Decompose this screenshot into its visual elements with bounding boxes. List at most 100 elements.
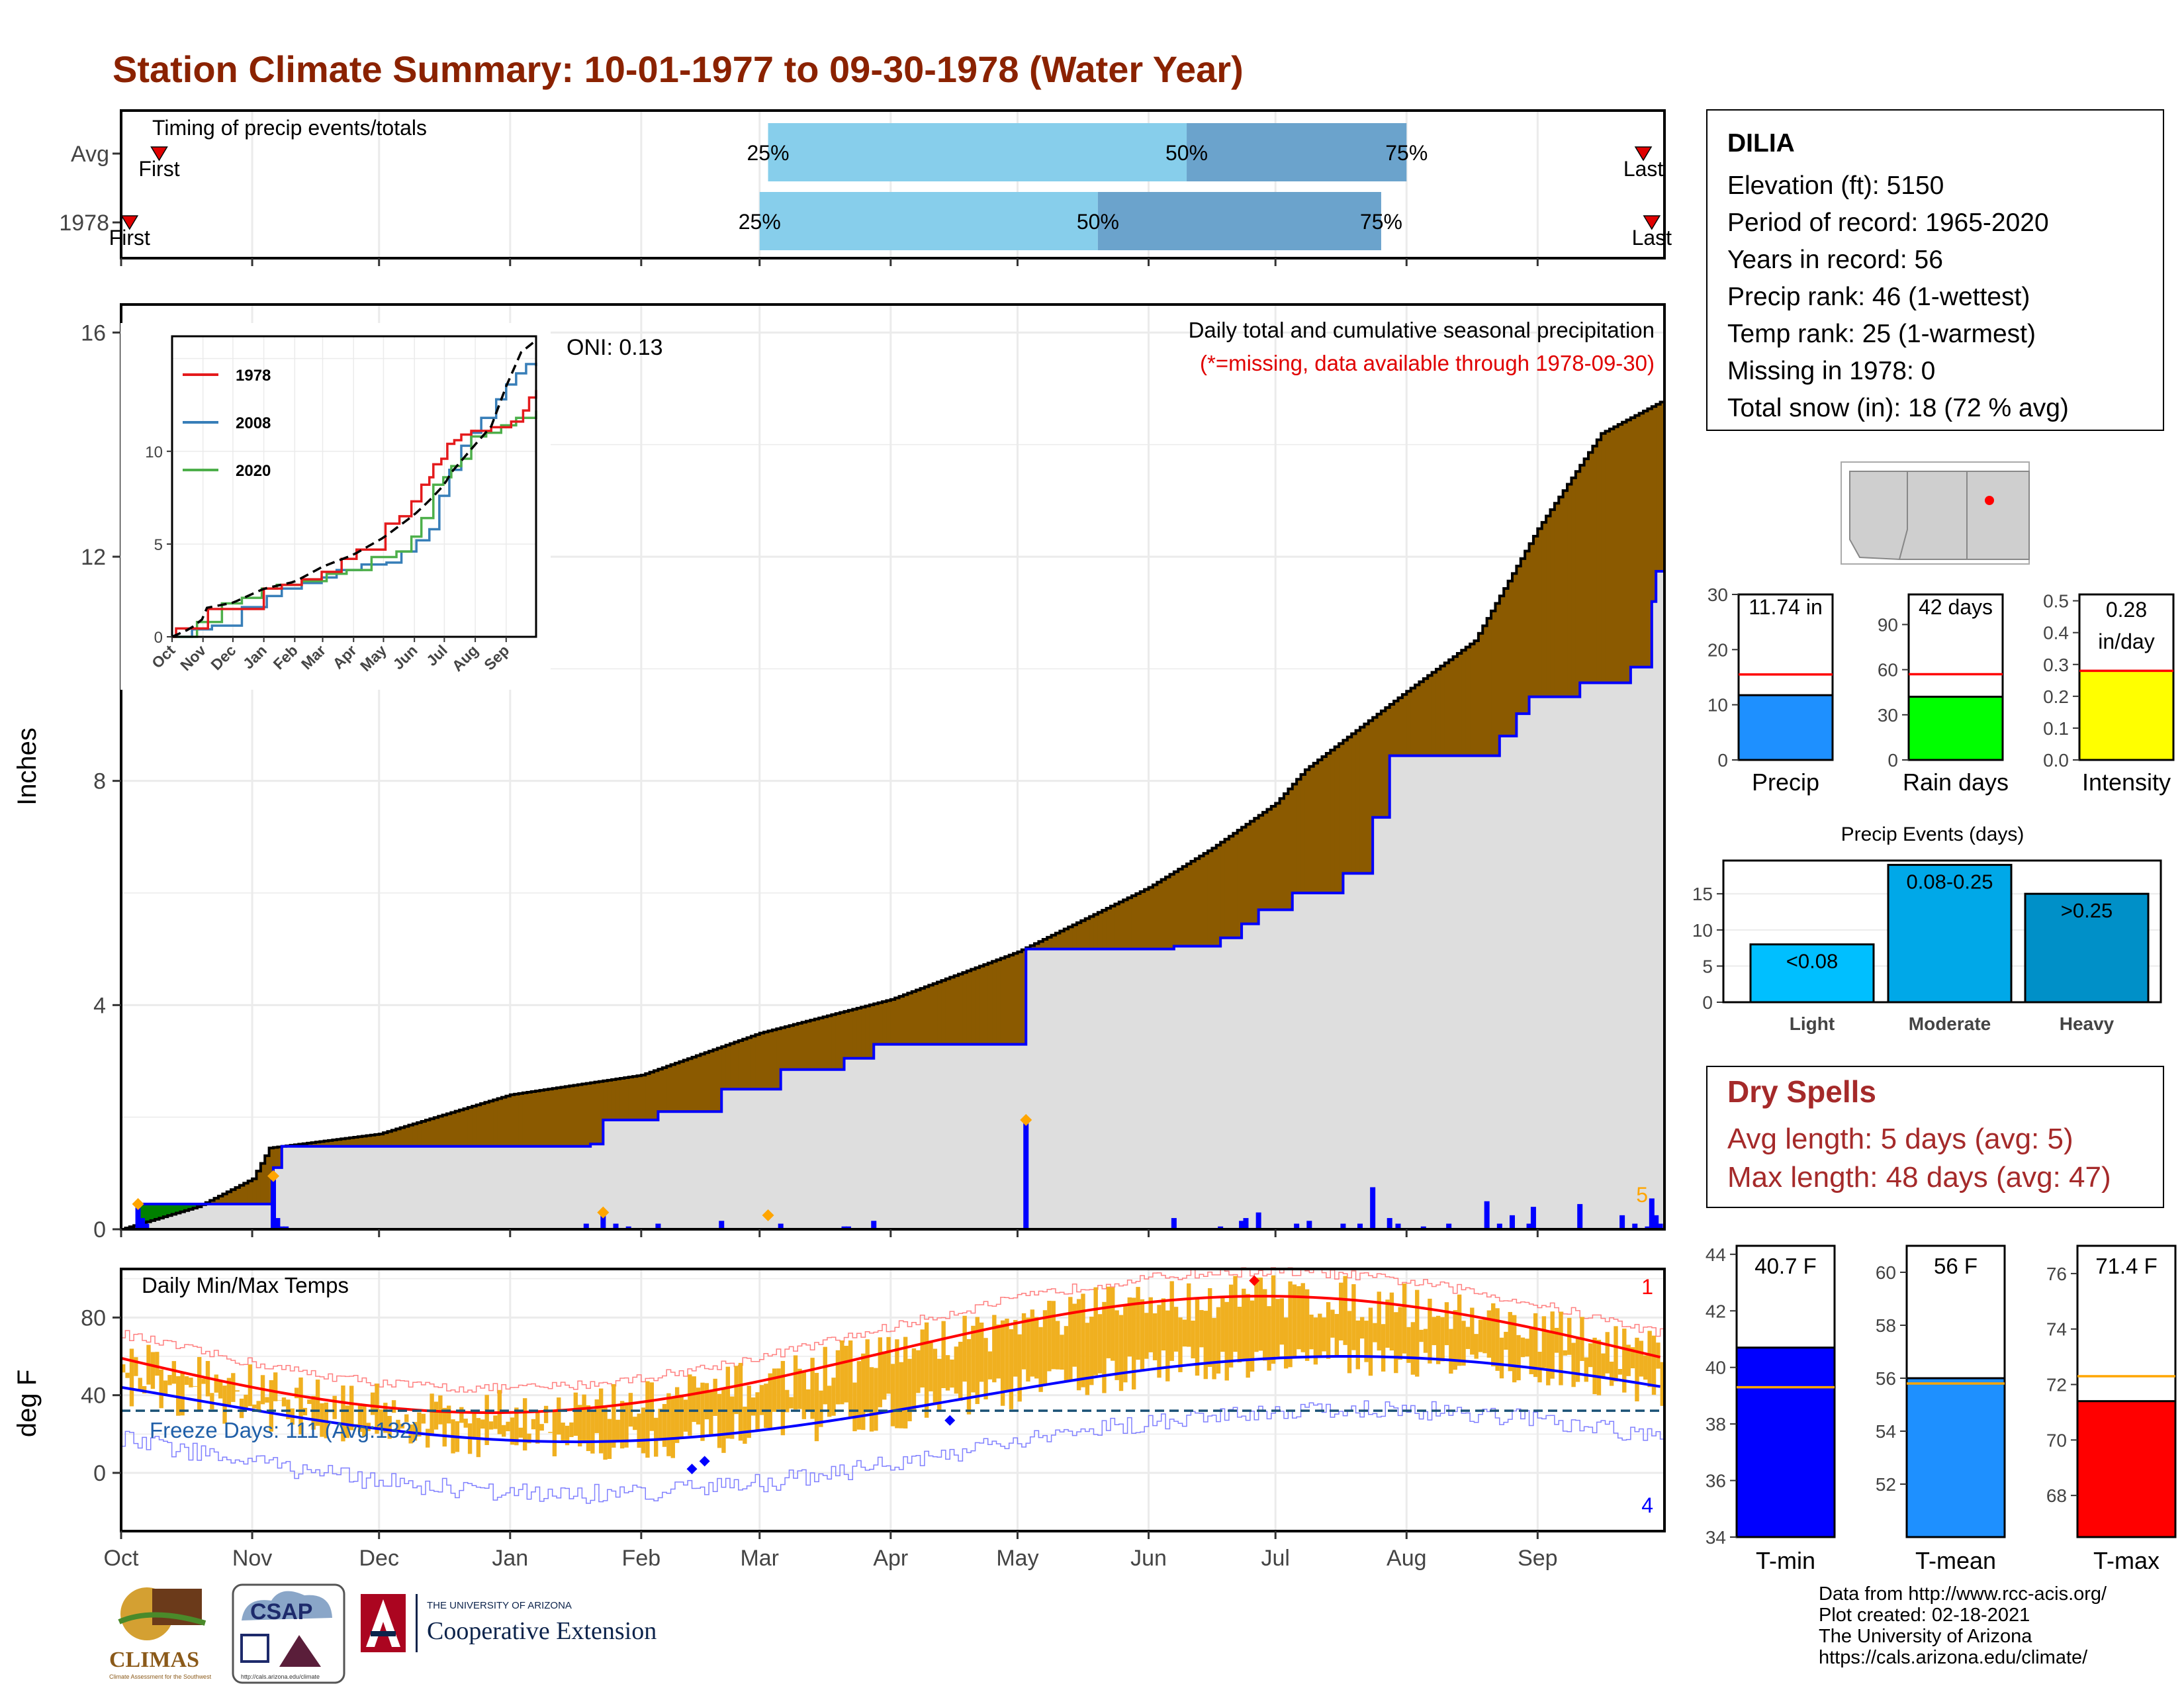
station-elevation: Elevation (ft): 5150 [1727,171,1944,200]
deficit-area [1423,679,1428,756]
daily-temp-bar [962,1315,967,1382]
station-name: DILIA [1727,129,1795,158]
deficit-area [1567,484,1572,697]
deficit-area [1005,957,1010,1045]
deficit-area [594,1082,600,1145]
precip-events-border [1722,859,2162,1004]
daily-temp-bar [911,1348,917,1410]
deficit-area [992,961,997,1045]
deficit-area [823,1017,828,1070]
deficit-area [362,1136,367,1147]
daily-temp-bar [624,1402,629,1448]
deficit-area [1398,698,1403,756]
daily-temp-bar [1444,1302,1449,1346]
deficit-area [844,1011,849,1058]
daily-temp-bar [785,1389,790,1413]
daily-temp-bar [286,1399,291,1419]
daily-precip-bar [275,1218,281,1229]
daily-precip-bar [1255,1212,1261,1229]
deficit-area [738,1041,743,1090]
deficit-area [1389,704,1394,756]
dry-spells-box: Dry Spells Avg length: 5 days (avg: 5) M… [1706,1066,2164,1208]
deficit-area [1203,853,1208,947]
station-missing: Missing in 1978: 0 [1727,357,1936,385]
deficit-area [417,1122,422,1147]
deficit-area [983,964,989,1045]
daily-temp-bar [552,1410,557,1457]
summary-bar-name: Intensity [2082,769,2171,796]
daily-temp-bar [1297,1286,1301,1350]
deficit-area [696,1055,701,1112]
daily-temp-bar [954,1346,959,1394]
deficit-area [1140,891,1145,949]
temp-y-tick-label: 80 [81,1305,106,1331]
daily-temp-bar [1242,1288,1246,1360]
deficit-area [244,1183,249,1204]
deficit-area [797,1023,803,1070]
daily-temp-bar [1220,1297,1225,1352]
surplus-area [189,1203,194,1209]
month-label: Apr [873,1546,908,1571]
climas-logo: CLIMAS Climate Assessment for the Southw… [109,1587,212,1680]
daily-temp-bar [1237,1307,1242,1363]
daily-temp-bar [806,1389,811,1410]
deficit-area [945,978,950,1045]
deficit-area [1410,688,1416,756]
daily-temp-bar [992,1315,997,1383]
deficit-area [827,1015,832,1070]
daily-temp-bar [1533,1313,1538,1378]
deficit-area [1034,943,1039,949]
temp-bar-value-label: 71.4 F [2095,1254,2158,1278]
deficit-area [1093,914,1099,949]
daily-temp-bar [1275,1299,1280,1357]
daily-temp-bar [831,1378,836,1416]
daily-temp-bar [882,1351,887,1400]
daily-temp-bar [1635,1337,1639,1402]
normal-min-line [120,1354,1661,1444]
deficit-area [265,1155,270,1204]
temp-bar-t-min [1735,1346,1836,1538]
deficit-area [1097,912,1103,949]
daily-temp-bar [852,1382,857,1432]
daily-temp-bar [1157,1305,1161,1378]
daily-precip-bar [1653,1215,1659,1229]
deficit-area [590,1082,596,1145]
climas-text: CLIMAS [109,1648,199,1672]
deficit-area [1237,830,1242,938]
credit-line: The University of Arizona [1819,1626,2032,1647]
daily-precip-bar [583,1223,589,1229]
daily-temp-bar [1529,1327,1533,1374]
daily-temp-bar [1584,1357,1588,1382]
daily-temp-bar [1432,1317,1436,1346]
deficit-area [1326,753,1331,893]
daily-temp-bar [527,1433,531,1444]
daily-temp-bar [391,1400,396,1413]
event-bar-name: Moderate [1909,1013,1991,1034]
timing-first-label: First [138,157,179,181]
daily-temp-bar [426,1429,430,1448]
daily-temp-bar [916,1350,921,1393]
daily-temp-bar [835,1350,841,1405]
deficit-area [493,1100,498,1147]
temp-bar-y-tick-label: 54 [1876,1421,1896,1442]
daily-temp-bar [543,1405,549,1423]
deficit-area [916,990,921,1045]
deficit-area [1021,949,1026,1045]
daily-temp-bar [1465,1327,1471,1349]
deficit-area [1283,794,1289,910]
deficit-area [535,1091,541,1147]
daily-temp-bar [764,1383,768,1429]
deficit-area [379,1134,384,1147]
deficit-area [831,1014,837,1070]
deficit-area [747,1037,752,1090]
deficit-area [1525,551,1530,714]
daily-temp-bar [379,1409,384,1429]
timing-last-marker [1634,146,1653,162]
deficit-area [1297,779,1302,893]
daily-temp-bar [1026,1317,1030,1382]
deficit-area [662,1067,667,1112]
temp-y-tick-label: 0 [93,1461,106,1486]
daily-temp-bar [248,1364,253,1407]
daily-temp-bar [1140,1299,1145,1372]
daily-temp-bar [1334,1313,1340,1357]
